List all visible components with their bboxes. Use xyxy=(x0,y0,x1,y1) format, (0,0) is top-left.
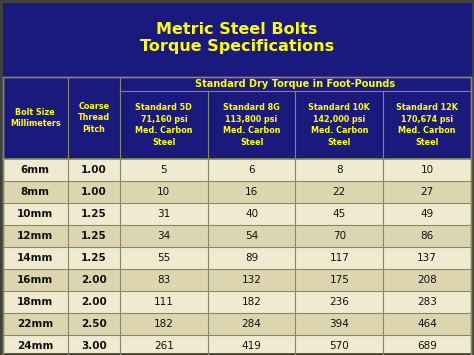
Text: 8mm: 8mm xyxy=(21,187,50,197)
FancyBboxPatch shape xyxy=(3,247,471,269)
Text: 1.00: 1.00 xyxy=(81,187,107,197)
Text: 27: 27 xyxy=(420,187,434,197)
Text: 284: 284 xyxy=(242,319,262,329)
Text: 137: 137 xyxy=(417,253,437,263)
Text: 22mm: 22mm xyxy=(17,319,54,329)
FancyBboxPatch shape xyxy=(3,159,471,181)
Text: 208: 208 xyxy=(417,275,437,285)
Text: 570: 570 xyxy=(329,341,349,351)
Text: 16: 16 xyxy=(245,187,258,197)
Text: 419: 419 xyxy=(242,341,262,351)
FancyBboxPatch shape xyxy=(3,269,471,291)
Text: 34: 34 xyxy=(157,231,171,241)
Text: 40: 40 xyxy=(245,209,258,219)
Text: 1.25: 1.25 xyxy=(81,231,107,241)
Text: 2.00: 2.00 xyxy=(81,275,107,285)
Text: 89: 89 xyxy=(245,253,258,263)
Text: 5: 5 xyxy=(161,165,167,175)
Text: Standard Dry Torque in Foot-Pounds: Standard Dry Torque in Foot-Pounds xyxy=(195,79,396,89)
Text: 16mm: 16mm xyxy=(17,275,54,285)
Text: 24mm: 24mm xyxy=(17,341,54,351)
Text: 689: 689 xyxy=(417,341,437,351)
FancyBboxPatch shape xyxy=(3,313,471,335)
Text: 14mm: 14mm xyxy=(17,253,54,263)
Text: Standard 5D
71,160 psi
Med. Carbon
Steel: Standard 5D 71,160 psi Med. Carbon Steel xyxy=(135,103,192,147)
Text: 86: 86 xyxy=(420,231,434,241)
Text: 12mm: 12mm xyxy=(17,231,54,241)
Text: 18mm: 18mm xyxy=(17,297,54,307)
Text: Standard 8G
113,800 psi
Med. Carbon
Steel: Standard 8G 113,800 psi Med. Carbon Stee… xyxy=(223,103,281,147)
Text: 10mm: 10mm xyxy=(17,209,54,219)
Text: 182: 182 xyxy=(242,297,262,307)
Text: 1.25: 1.25 xyxy=(81,209,107,219)
Text: 117: 117 xyxy=(329,253,349,263)
Text: 10: 10 xyxy=(157,187,171,197)
Text: 236: 236 xyxy=(329,297,349,307)
Text: 31: 31 xyxy=(157,209,171,219)
Text: 2.50: 2.50 xyxy=(81,319,107,329)
Text: 182: 182 xyxy=(154,319,174,329)
Text: Standard 10K
142,000 psi
Med. Carbon
Steel: Standard 10K 142,000 psi Med. Carbon Ste… xyxy=(309,103,370,147)
Text: 8: 8 xyxy=(336,165,343,175)
Text: 283: 283 xyxy=(417,297,437,307)
FancyBboxPatch shape xyxy=(3,203,471,225)
Text: 54: 54 xyxy=(245,231,258,241)
Text: 83: 83 xyxy=(157,275,171,285)
Text: 2.00: 2.00 xyxy=(81,297,107,307)
Text: 464: 464 xyxy=(417,319,437,329)
Text: 6mm: 6mm xyxy=(21,165,50,175)
Text: 1.25: 1.25 xyxy=(81,253,107,263)
Text: 132: 132 xyxy=(242,275,262,285)
FancyBboxPatch shape xyxy=(3,77,471,159)
Text: Coarse
Thread
Pitch: Coarse Thread Pitch xyxy=(78,102,110,134)
Text: 1.00: 1.00 xyxy=(81,165,107,175)
FancyBboxPatch shape xyxy=(3,181,471,203)
Text: 394: 394 xyxy=(329,319,349,329)
Text: 261: 261 xyxy=(154,341,174,351)
FancyBboxPatch shape xyxy=(3,335,471,355)
Text: 70: 70 xyxy=(333,231,346,241)
Text: 45: 45 xyxy=(333,209,346,219)
Text: 49: 49 xyxy=(420,209,434,219)
Text: 10: 10 xyxy=(420,165,434,175)
Text: 22: 22 xyxy=(333,187,346,197)
Text: 3.00: 3.00 xyxy=(81,341,107,351)
Text: Metric Steel Bolts: Metric Steel Bolts xyxy=(156,22,318,37)
Text: Bolt Size
Millimeters: Bolt Size Millimeters xyxy=(10,108,61,128)
Text: Torque Specifications: Torque Specifications xyxy=(140,39,334,55)
Text: 6: 6 xyxy=(248,165,255,175)
FancyBboxPatch shape xyxy=(3,225,471,247)
FancyBboxPatch shape xyxy=(3,291,471,313)
Text: Standard 12K
170,674 psi
Med. Carbon
Steel: Standard 12K 170,674 psi Med. Carbon Ste… xyxy=(396,103,458,147)
Text: 175: 175 xyxy=(329,275,349,285)
Text: 111: 111 xyxy=(154,297,174,307)
Text: 55: 55 xyxy=(157,253,171,263)
